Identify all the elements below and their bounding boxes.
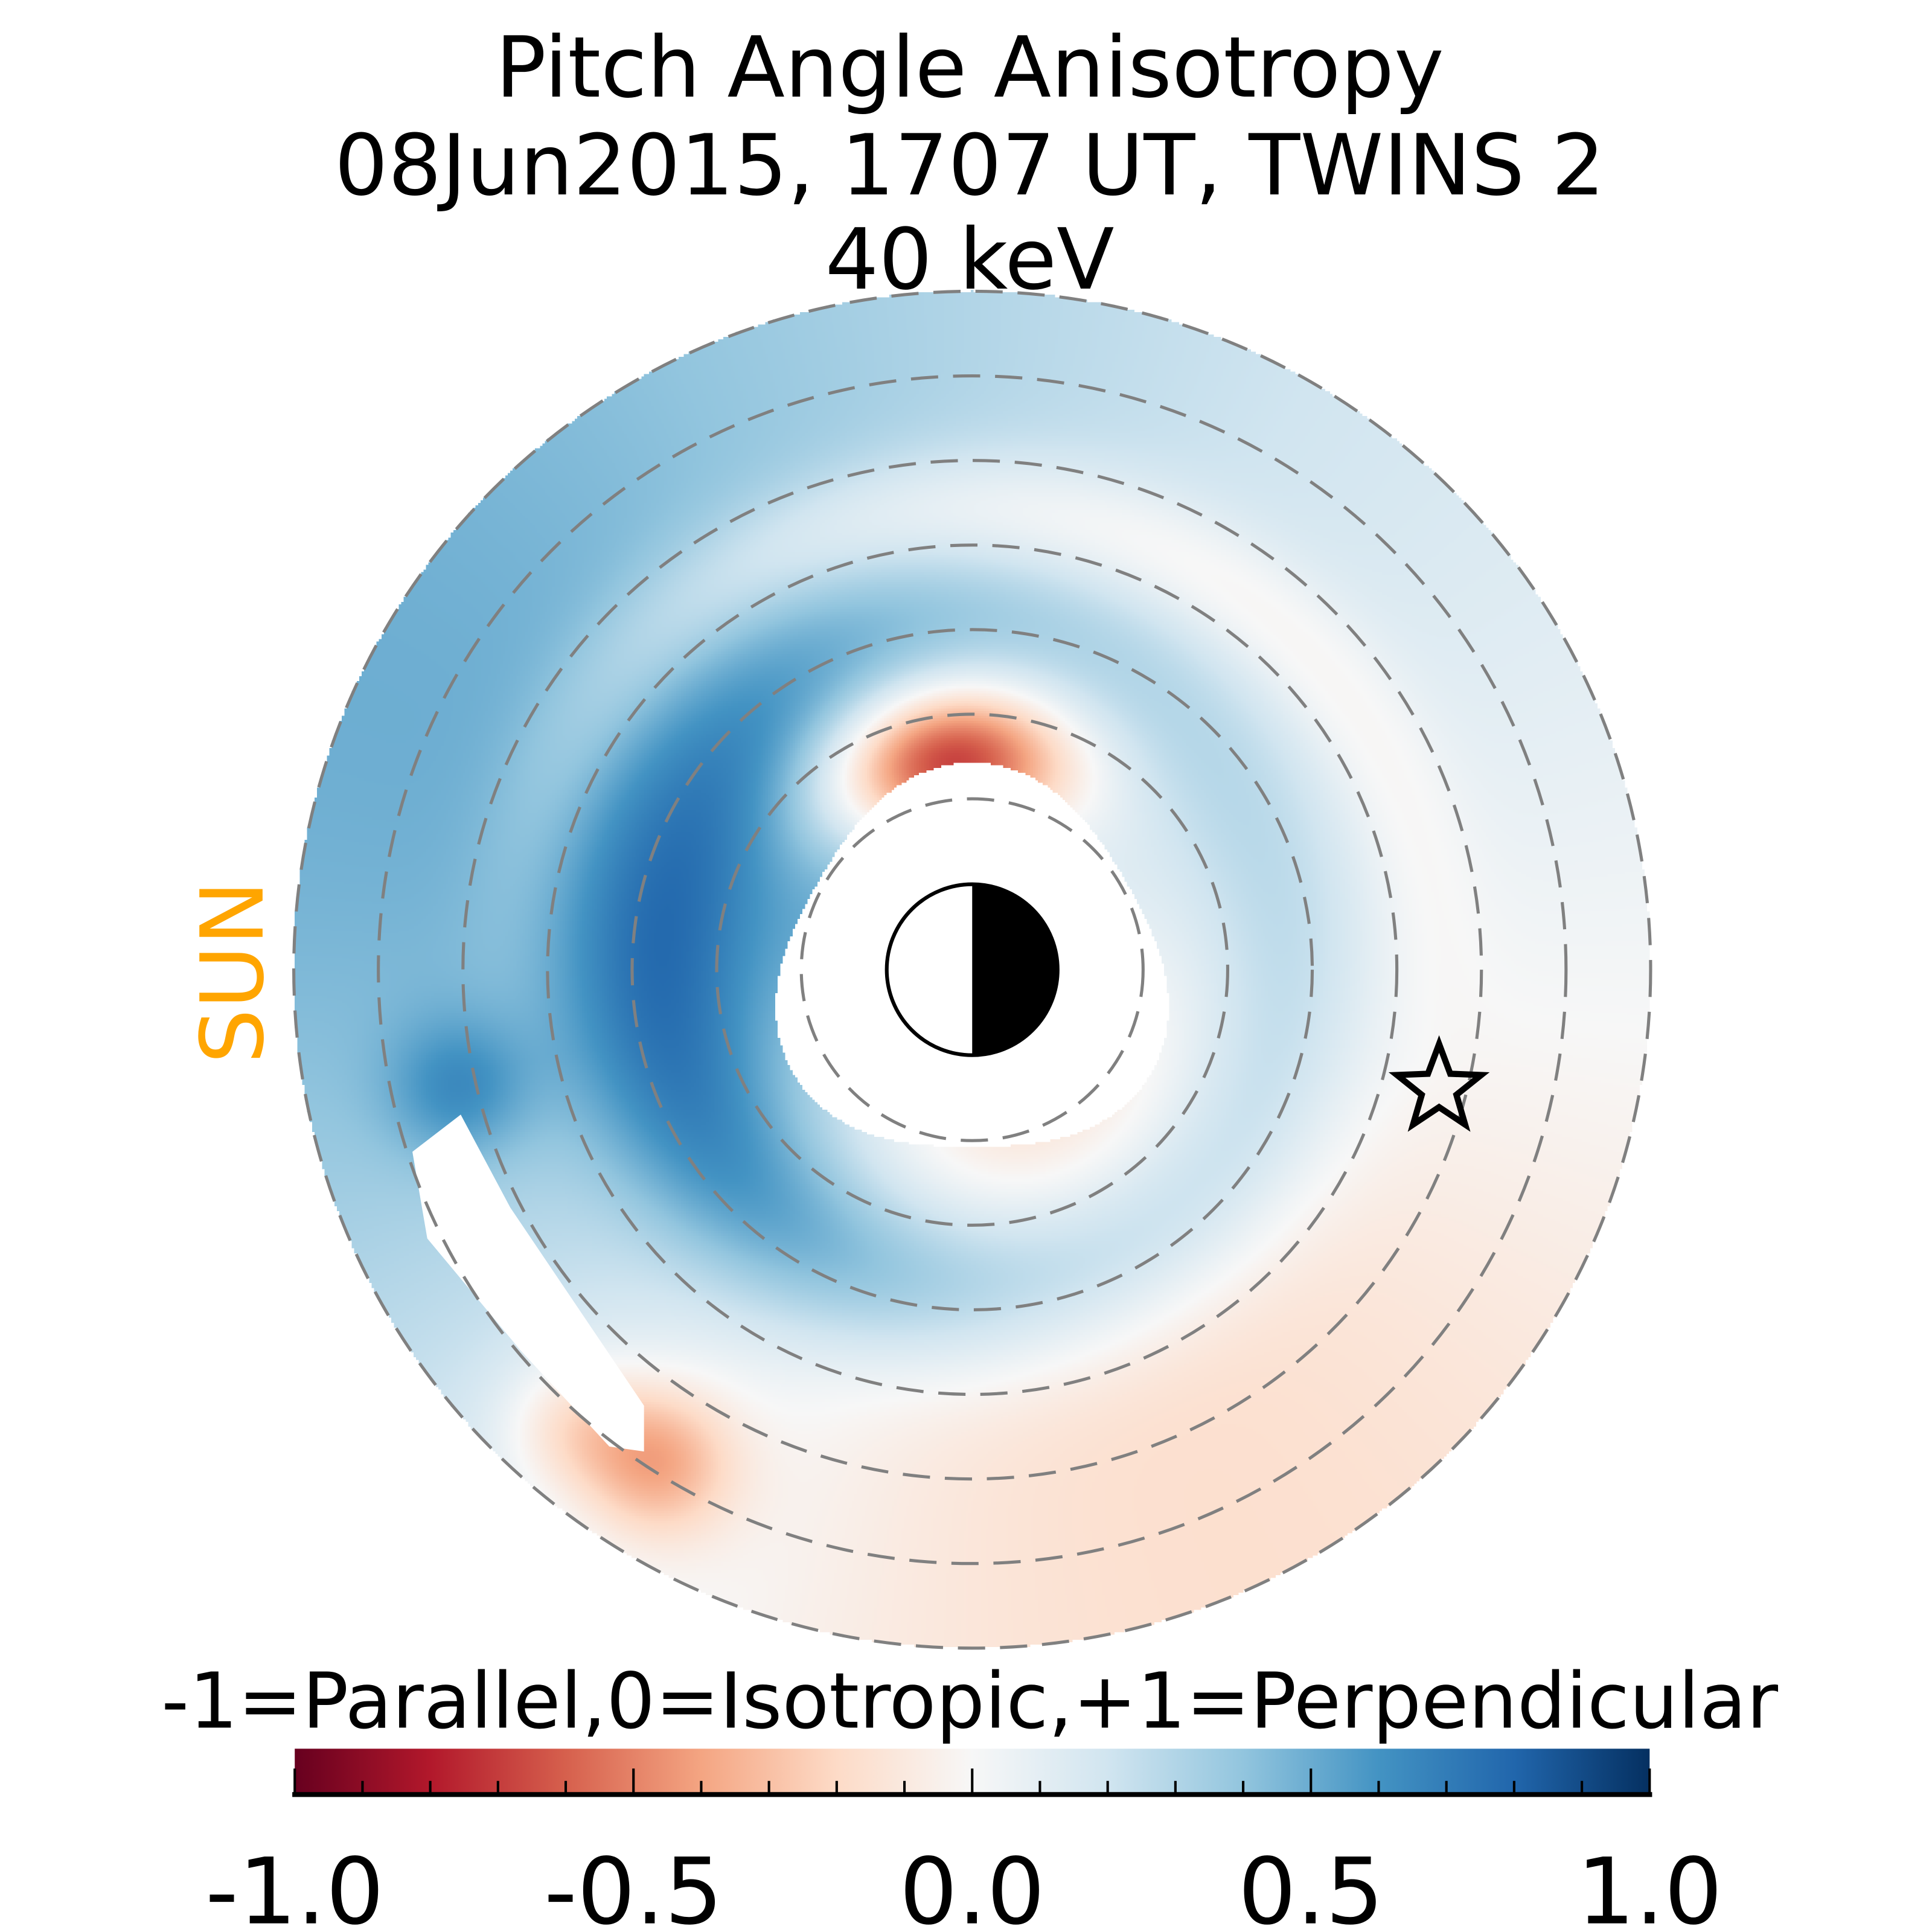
star-icon xyxy=(1388,1035,1490,1132)
title-line-2: 08Jun2015, 1707 UT, TWINS 2 xyxy=(334,117,1605,214)
data-gap xyxy=(412,1115,644,1452)
colorbar-tick-label: 0.0 xyxy=(900,1838,1045,1932)
dashed-ring xyxy=(461,459,1483,1481)
dashed-ring xyxy=(715,712,1230,1227)
dashed-ring xyxy=(799,797,1145,1142)
sun-direction-label: SUN xyxy=(182,880,283,1064)
dashed-ring xyxy=(377,374,1568,1566)
colorbar-tick-label: 0.5 xyxy=(1238,1838,1384,1932)
colorbar-tick-label: 1.0 xyxy=(1577,1838,1722,1932)
dashed-distance-rings xyxy=(292,289,1652,1650)
colorbar-label: -1=Parallel,0=Isotropic,+1=Perpendicular xyxy=(161,1657,1779,1746)
colorbar-tick-label: -1.0 xyxy=(205,1838,384,1932)
day-night-earth-icon xyxy=(884,882,1060,1057)
title-line-3: 40 keV xyxy=(825,211,1115,309)
colorbar-ticks: -1.0 -0.5 0.0 0.5 1.0 xyxy=(205,1768,1722,1932)
dashed-ring xyxy=(292,289,1652,1650)
dashed-ring xyxy=(546,543,1399,1396)
colorbar-tick-label: -0.5 xyxy=(544,1838,723,1932)
dashed-ring xyxy=(630,628,1314,1312)
title-line-1: Pitch Angle Anisotropy xyxy=(496,19,1444,117)
